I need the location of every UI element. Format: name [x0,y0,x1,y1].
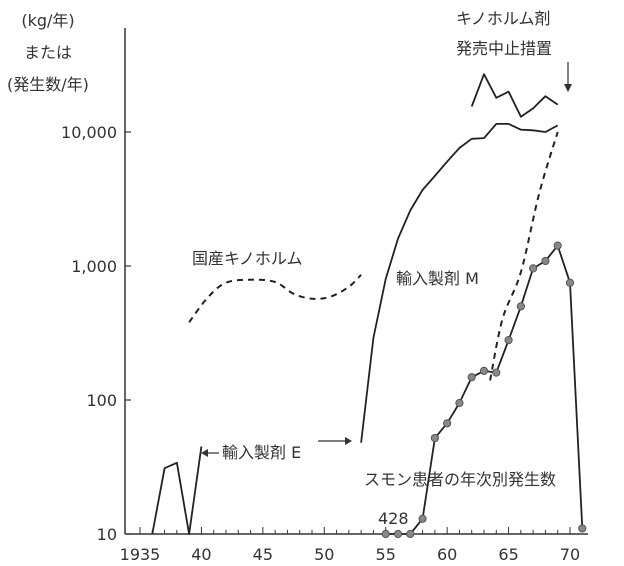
axes [124,28,588,535]
data-point-patients [443,419,452,428]
series-line-importM [360,123,559,443]
data-point-patients [418,514,427,523]
data-point-patients [381,529,390,539]
label-count-428: 428 [378,509,409,528]
y-tick-label: 10,000 [61,123,117,142]
data-point-patients [455,398,464,408]
data-point-patients [553,241,562,250]
label-domestic-kinoform: 国産キノホルム [192,249,303,268]
y-tick-label: 1,000 [71,257,117,276]
x-tick-label: 55 [376,545,396,564]
data-point-patients [541,256,550,266]
y-ticks: 10 100 1,000 10,000 [61,123,131,544]
x-tick-label: 45 [253,545,273,564]
data-point-patients [430,433,439,443]
label-import-m: 輸入製剤 M [396,269,479,288]
y-tick-label: 10 [97,525,117,544]
series-line-importE [151,446,203,535]
series-line-patients [385,244,584,535]
data-point-patients [565,278,575,287]
data-point-patients [504,335,513,345]
series-layer [151,73,587,539]
arrow-stop-measure-head [564,84,572,92]
y-axis-label-line-2: または [24,43,72,62]
data-point-patients [467,373,476,382]
y-axis-label-line-1: (kg/年) [21,11,74,30]
label-import-e: 輸入製剤 E [222,443,301,462]
data-point-patients [406,529,415,539]
label-stop-measure-line-2: 発売中止措置 [456,39,552,58]
arrow-import-m-start-head [345,437,352,445]
x-tick-label: 1935 [120,545,161,564]
x-tick-label: 60 [437,545,457,564]
x-ticks: 1935 40 45 50 55 60 65 70 [120,527,580,564]
arrow-import-e-head [201,449,208,457]
y-axis-label: (kg/年) または (発生数/年) [7,11,89,94]
data-point-patients [393,529,403,539]
x-tick-label: 40 [191,545,211,564]
series-line-domestic [188,274,362,323]
label-smon-patients: スモン患者の年次別発生数 [364,470,556,489]
label-stop-measure-line-1: キノホルム剤 [456,9,551,28]
series-line-domesticLate [489,131,559,381]
annotations: 国産キノホルム 輸入製剤 E 輸入製剤 M スモン患者の年次別発生数 428 キ… [192,9,572,528]
x-tick-label: 65 [498,545,518,564]
data-point-patients [479,366,489,375]
data-point-patients [516,302,525,311]
y-axis-label-line-3: (発生数/年) [7,75,89,94]
y-tick-label: 100 [86,391,117,410]
x-tick-label: 70 [560,545,580,564]
series-line-total [470,73,559,118]
data-point-patients [529,264,538,273]
data-point-patients [578,524,587,533]
x-tick-label: 50 [314,545,334,564]
data-point-patients [492,368,501,377]
